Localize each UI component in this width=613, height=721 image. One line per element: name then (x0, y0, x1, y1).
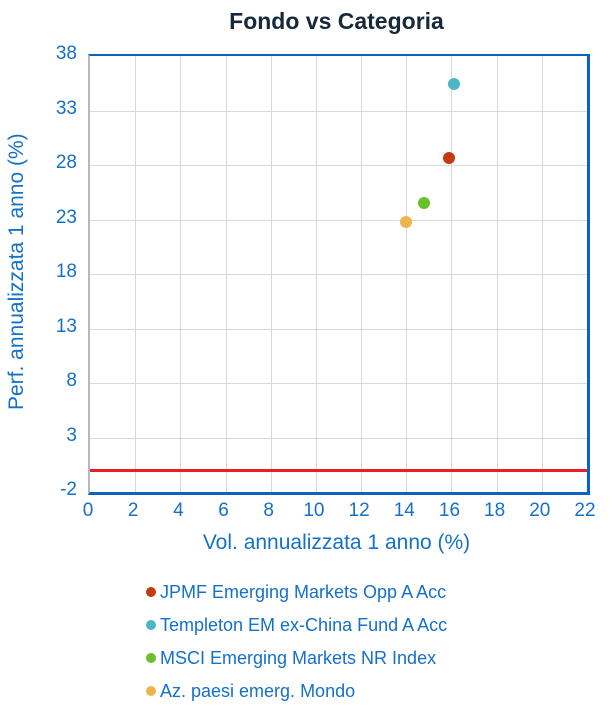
legend-label: Az. paesi emerg. Mondo (160, 680, 356, 701)
legend-dot-icon (146, 620, 156, 630)
reference-line (90, 469, 587, 473)
data-point (443, 152, 456, 165)
legend-item: Az. paesi emerg. Mondo (146, 681, 447, 701)
x-tick-label: 6 (218, 500, 229, 521)
gridline (90, 165, 587, 166)
x-tick-label: 8 (263, 500, 275, 521)
legend-dot-icon (146, 686, 156, 696)
x-tick-label: 12 (348, 500, 370, 521)
gridline (90, 437, 587, 439)
y-tick-label: 8 (66, 370, 77, 391)
gridline (90, 383, 587, 384)
data-point (447, 78, 460, 91)
gridline (90, 274, 587, 275)
x-tick-label: 20 (529, 500, 551, 521)
y-tick-label: 3 (66, 424, 77, 446)
y-tick-label: 28 (55, 152, 77, 173)
x-tick-label: 10 (303, 500, 325, 521)
chart-title: Fondo vs Categoria (229, 8, 444, 34)
y-tick-label: 38 (55, 43, 77, 64)
gridline (90, 328, 587, 330)
x-tick-label: 14 (393, 500, 415, 521)
x-tick-label: 4 (173, 500, 184, 521)
y-tick-label: 33 (55, 97, 77, 119)
gridline (90, 110, 587, 112)
y-tick-label: 13 (55, 315, 77, 337)
x-tick-label: 0 (82, 500, 94, 521)
legend-item: JPMF Emerging Markets Opp A Acc (146, 582, 447, 602)
plot-area (88, 54, 590, 495)
x-tick-label: 22 (574, 500, 596, 521)
data-point (418, 197, 431, 210)
x-tick-label: 16 (438, 500, 461, 521)
x-tick-label: 18 (484, 500, 506, 521)
x-tick-label: 2 (127, 500, 139, 521)
y-tick-label: -2 (60, 479, 77, 500)
data-point (400, 215, 413, 228)
legend-item: Templeton EM ex-China Fund A Acc (146, 615, 447, 635)
gridline (90, 219, 587, 221)
legend: JPMF Emerging Markets Opp A Acc Templeton… (146, 582, 447, 714)
legend-label: JPMF Emerging Markets Opp A Acc (160, 581, 447, 602)
x-axis-label: Vol. annualizzata 1 anno (%) (202, 531, 471, 554)
legend-label: MSCI Emerging Markets NR Index (160, 647, 437, 668)
legend-dot-icon (146, 587, 156, 597)
y-tick-label: 23 (55, 206, 77, 228)
y-tick-label: 18 (55, 261, 77, 282)
legend-dot-icon (146, 653, 156, 663)
legend-item: MSCI Emerging Markets NR Index (146, 648, 447, 668)
legend-label: Templeton EM ex-China Fund A Acc (160, 614, 448, 635)
